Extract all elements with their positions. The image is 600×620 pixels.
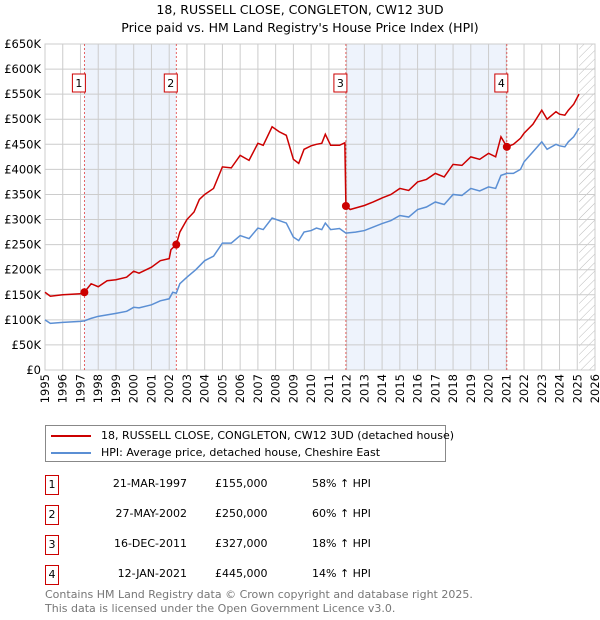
x-tick-label: 1998 (91, 374, 105, 403)
x-tick-label: 2017 (428, 374, 442, 403)
sale-hpi: 60% ↑ HPI (312, 507, 371, 520)
x-tick-label: 2006 (233, 374, 247, 403)
legend-swatch-red (51, 435, 91, 437)
y-tick-label: £200K (4, 263, 41, 277)
legend-swatch-blue (51, 452, 91, 454)
x-tick-label: 2018 (446, 374, 460, 403)
sale-label: 4 (498, 77, 505, 90)
sale-price: £327,000 (215, 537, 268, 550)
x-tick-label: 2016 (411, 374, 425, 403)
sale-number: 2 (45, 505, 59, 525)
x-tick-label: 2012 (340, 374, 354, 403)
x-tick-label: 2015 (393, 374, 407, 403)
sale-price: £155,000 (215, 477, 268, 490)
x-tick-label: 2025 (570, 374, 584, 403)
x-tick-label: 1995 (38, 374, 52, 403)
y-tick-label: £300K (4, 213, 41, 227)
x-tick-label: 2019 (464, 374, 478, 403)
sale-label: 3 (337, 77, 344, 90)
sale-price: £445,000 (215, 567, 268, 580)
x-tick-label: 2014 (375, 374, 389, 403)
x-tick-label: 2005 (215, 374, 229, 403)
sale-hpi: 14% ↑ HPI (312, 567, 371, 580)
sale-label-box (163, 73, 178, 93)
sale-row: 2 27-MAY-2002 £250,000 60% ↑ HPI (45, 505, 465, 525)
x-tick-label: 2009 (286, 374, 300, 403)
sale-row: 3 16-DEC-2011 £327,000 18% ↑ HPI (45, 535, 465, 555)
sale-label-box (333, 73, 348, 93)
x-tick-label: 2022 (517, 374, 531, 403)
x-tick-label: 2010 (304, 374, 318, 403)
sale-label-box (71, 73, 86, 93)
footer-line: Contains HM Land Registry data © Crown c… (45, 588, 473, 601)
sale-point (502, 142, 511, 151)
y-tick-label: £550K (4, 87, 41, 101)
y-tick-label: £600K (4, 62, 41, 76)
forecast-hatch (579, 44, 595, 370)
x-tick-label: 2003 (180, 374, 194, 403)
y-tick-label: £150K (4, 288, 41, 302)
x-tick-label: 2013 (357, 374, 371, 403)
sale-date: 21-MAR-1997 (112, 477, 187, 490)
chart-subtitle: Price paid vs. HM Land Registry's House … (121, 20, 479, 35)
x-tick-label: 2000 (127, 374, 141, 403)
sale-number: 4 (45, 565, 59, 585)
chart: 1995 1996 1997 1998 1999 2000 2001 2002 2003 2004… (4, 37, 600, 403)
sale-row: 4 12-JAN-2021 £445,000 14% ↑ HPI (45, 565, 465, 585)
sale-number: 1 (45, 475, 59, 495)
legend: 18, RUSSELL CLOSE, CONGLETON, CW12 3UD (… (45, 425, 454, 462)
sale-point (80, 288, 89, 297)
plot-border (44, 43, 596, 371)
sale-label-box (494, 73, 509, 93)
x-tick-label: 1997 (73, 374, 87, 403)
y-tick-label: £350K (4, 187, 41, 201)
y-tick-label: £50K (12, 338, 42, 352)
y-tick-label: £250K (4, 238, 41, 252)
sale-price: £250,000 (215, 507, 268, 520)
legend-label: 18, RUSSELL CLOSE, CONGLETON, CW12 3UD (… (101, 429, 455, 442)
x-tick-label: 2020 (482, 374, 496, 403)
y-tick-label: £100K (4, 313, 41, 327)
y-tick-label: £450K (4, 137, 41, 151)
x-tick-label: 1996 (56, 374, 70, 403)
x-tick-label: 2021 (499, 374, 513, 403)
chart-title: 18, RUSSELL CLOSE, CONGLETON, CW12 3UD (156, 2, 444, 17)
x-tick-label: 2004 (198, 374, 212, 403)
y-tick-label: £650K (4, 37, 41, 51)
footer-line: This data is licensed under the Open Gov… (45, 602, 396, 615)
y-tick-label: £500K (4, 112, 41, 126)
x-tick-label: 2007 (251, 374, 265, 403)
sale-date: 12-JAN-2021 (117, 567, 187, 580)
x-tick-label: 2026 (588, 374, 600, 403)
legend-label: HPI: Average price, detached house, Ches… (101, 446, 381, 459)
sale-point (341, 201, 350, 210)
sale-hpi: 18% ↑ HPI (312, 537, 371, 550)
sale-label: 2 (167, 77, 174, 90)
series-line-hpi (44, 127, 580, 325)
sale-row: 1 21-MAR-1997 £155,000 58% ↑ HPI (45, 475, 465, 495)
x-tick-label: 2001 (144, 374, 158, 403)
x-tick-label: 2008 (269, 374, 283, 403)
sale-number: 3 (45, 535, 59, 555)
sale-point (172, 240, 181, 249)
sale-hpi: 58% ↑ HPI (312, 477, 371, 490)
y-tick-label: £400K (4, 162, 41, 176)
x-tick-label: 2023 (535, 374, 549, 403)
x-tick-label: 1999 (109, 374, 123, 403)
sale-date: 16-DEC-2011 (113, 537, 187, 550)
sale-label: 1 (75, 77, 82, 90)
x-tick-label: 2011 (322, 374, 336, 403)
x-tick-label: 2002 (162, 374, 176, 403)
x-tick-label: 2024 (553, 374, 567, 403)
sale-date: 27-MAY-2002 (115, 507, 187, 520)
y-tick-label: £0 (26, 363, 41, 377)
